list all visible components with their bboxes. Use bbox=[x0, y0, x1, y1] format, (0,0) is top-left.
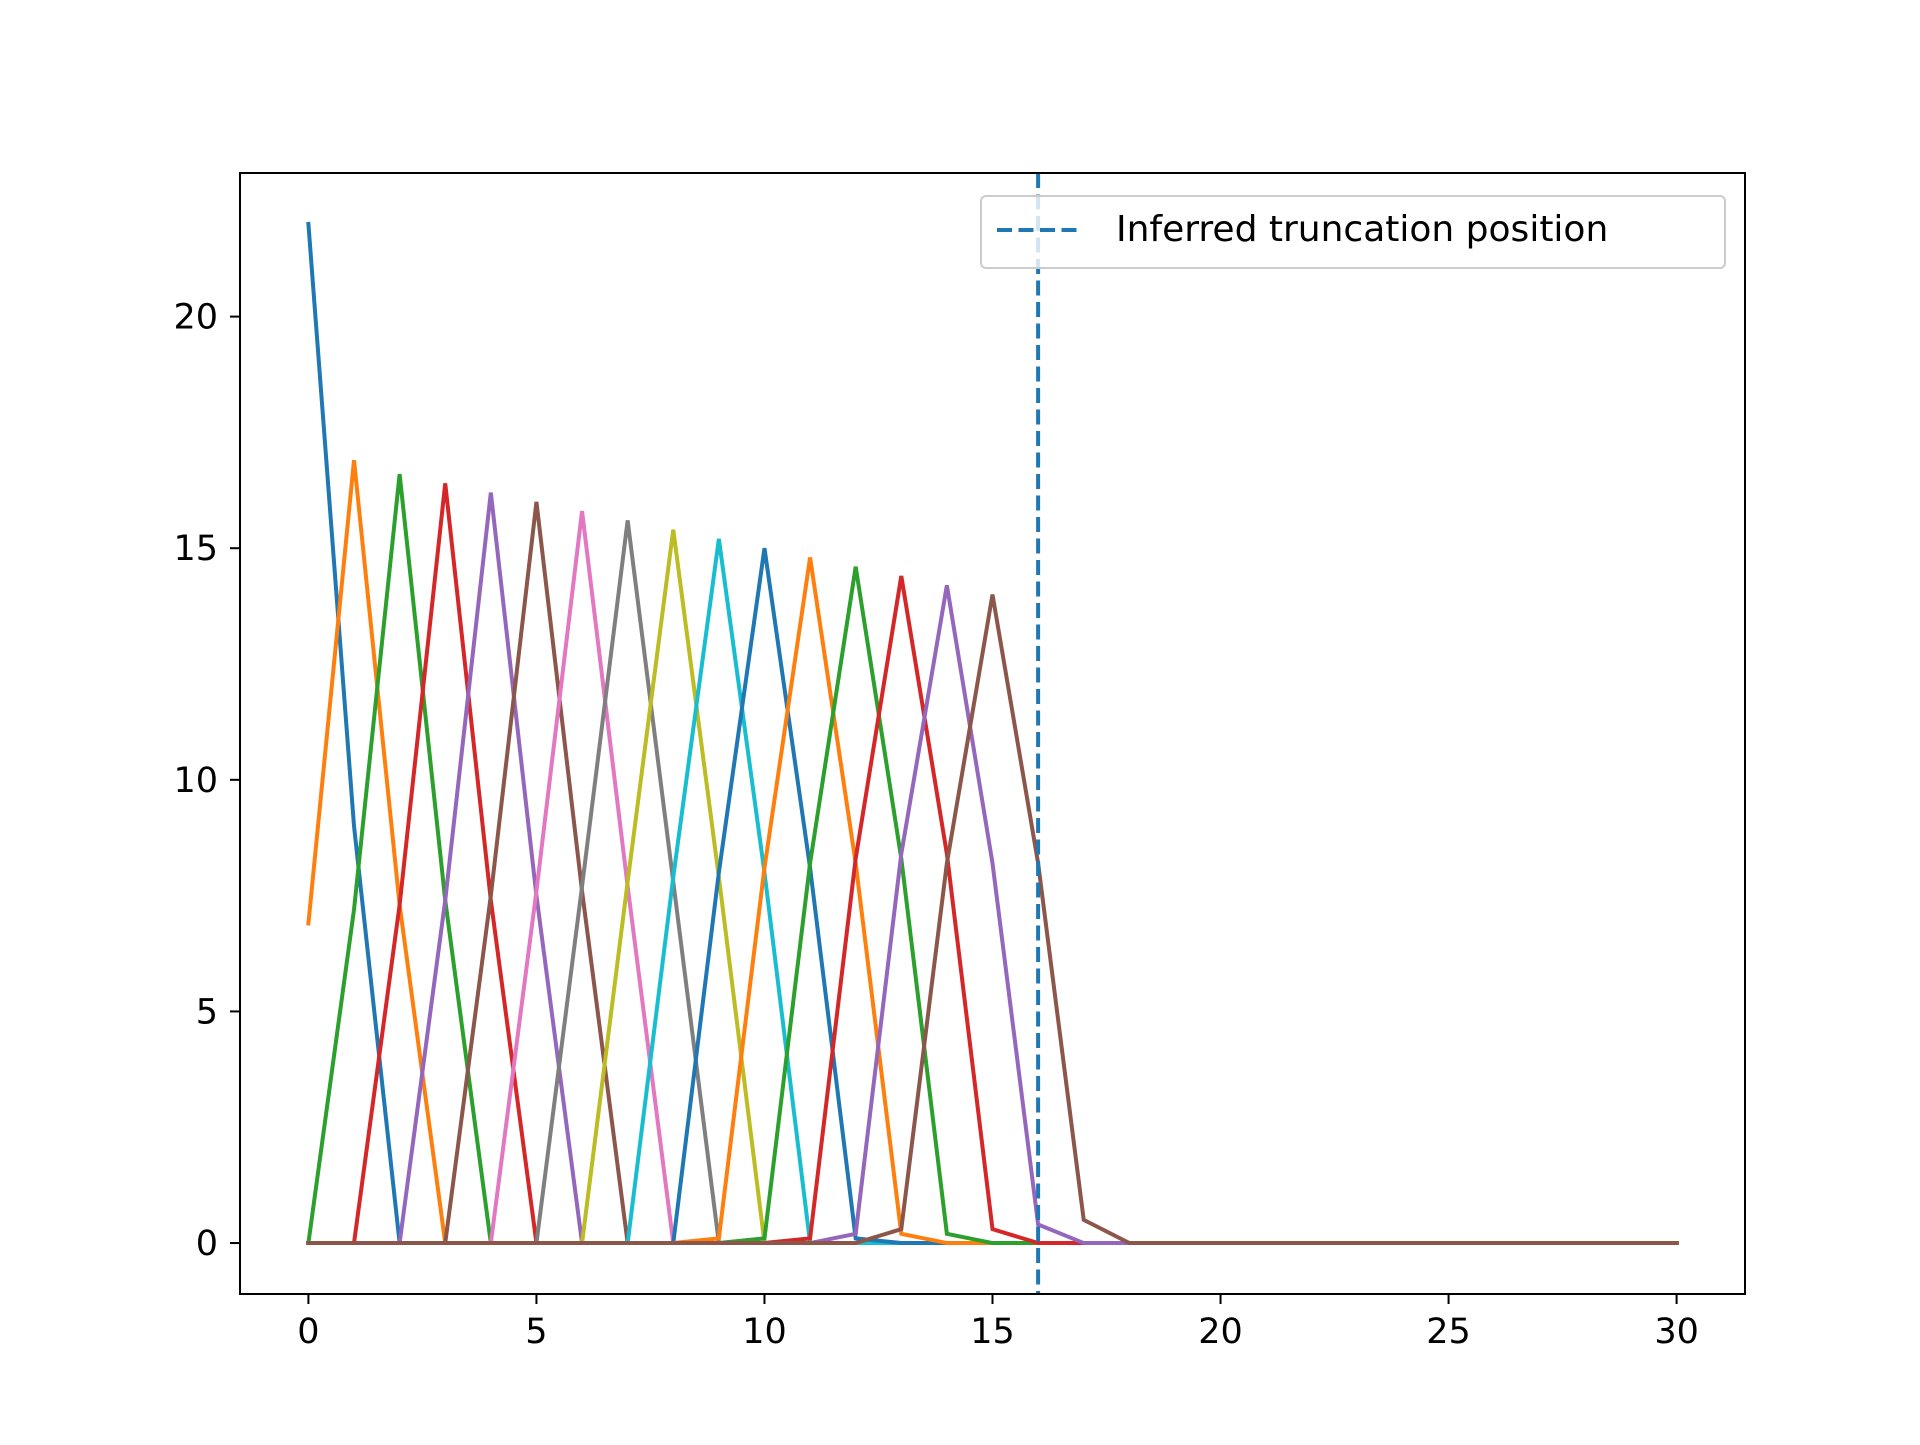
x-tick-label: 30 bbox=[1654, 1312, 1699, 1352]
series-line-15 bbox=[306, 594, 1679, 1246]
x-tick-label: 25 bbox=[1426, 1312, 1471, 1352]
x-tick-label: 0 bbox=[297, 1312, 319, 1352]
y-tick-label: 20 bbox=[173, 298, 218, 338]
x-axis: 0 5 10 15 20 25 30 bbox=[297, 1294, 1699, 1352]
legend-box bbox=[980, 195, 1726, 269]
legend-label: Inferred truncation position bbox=[1116, 209, 1608, 250]
y-tick-label: 0 bbox=[196, 1224, 218, 1264]
y-tick-label: 10 bbox=[173, 761, 218, 801]
x-tick-label: 15 bbox=[970, 1312, 1015, 1352]
x-tick-label: 10 bbox=[742, 1312, 787, 1352]
y-tick-label: 5 bbox=[196, 992, 218, 1032]
y-axis: 0 5 10 15 20 bbox=[173, 298, 240, 1264]
y-tick-label: 15 bbox=[173, 529, 218, 569]
legend: Inferred truncation position bbox=[980, 195, 1726, 269]
x-tick-label: 20 bbox=[1198, 1312, 1243, 1352]
x-tick-label: 5 bbox=[525, 1312, 547, 1352]
series-layer bbox=[306, 221, 1679, 1246]
